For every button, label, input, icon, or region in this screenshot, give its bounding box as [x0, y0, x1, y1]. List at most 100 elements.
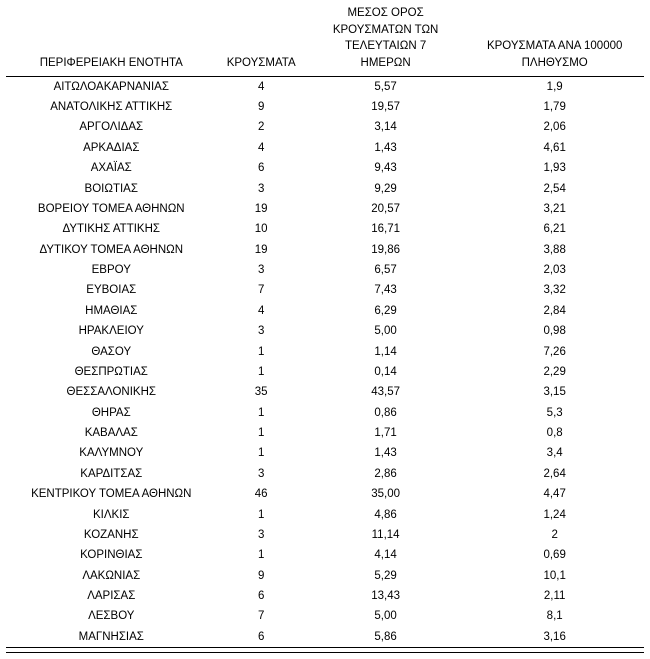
avg7day-cell: 0,86 — [374, 406, 397, 419]
cases-cell: 9 — [257, 101, 265, 114]
table-row: ΘΕΣΠΡΩΤΙΑΣ 1 0,14 2,29 — [6, 362, 644, 382]
per100k-cell: 1,9 — [546, 80, 563, 93]
avg7day-cell: 1,71 — [374, 427, 397, 440]
per100k-cell: 1,79 — [543, 101, 566, 114]
cases-cell: 1 — [257, 447, 265, 460]
region-cell: ΘΕΣΠΡΩΤΙΑΣ — [74, 365, 148, 378]
table-row: ΑΝΑΤΟΛΙΚΗΣ ΑΤΤΙΚΗΣ 9 19,57 1,79 — [6, 97, 644, 117]
table-row: ΕΒΡΟΥ 3 6,57 2,03 — [6, 260, 644, 280]
region-cell: ΚΕΝΤΡΙΚΟΥ ΤΟΜΕΑ ΑΘΗΝΩΝ — [31, 488, 192, 501]
region-cell: ΒΟΡΕΙΟΥ ΤΟΜΕΑ ΑΘΗΝΩΝ — [37, 202, 185, 215]
region-cell: ΚΟΖΑΝΗΣ — [83, 528, 139, 541]
table-row: ΘΕΣΣΑΛΟΝΙΚΗΣ 35 43,57 3,15 — [6, 382, 644, 402]
avg7day-cell: 9,29 — [374, 182, 397, 195]
per100k-cell: 0,69 — [543, 549, 566, 562]
region-cell: ΚΟΡΙΝΘΙΑΣ — [80, 549, 143, 562]
avg7day-cell: 19,57 — [371, 101, 400, 114]
avg7day-cell: 5,57 — [374, 80, 397, 93]
col-header-per100k: ΚΡΟΥΣΜΑΤΑ ΑΝΑ 100000 ΠΛΗΘΥΣΜΟ — [465, 3, 644, 77]
col-header-avg7day: ΜΕΣΟΣ ΟΡΟΣ ΚΡΟΥΣΜΑΤΩΝ ΤΩΝ ΤΕΛΕΥΤΑΙΩΝ 7 Η… — [305, 3, 466, 77]
avg7day-cell: 7,43 — [374, 284, 397, 297]
avg7day-cell: 6,29 — [374, 304, 397, 317]
region-cell: ΗΜΑΘΙΑΣ — [85, 304, 138, 317]
per100k-cell: 3,88 — [543, 243, 566, 256]
cases-cell: 4 — [257, 141, 265, 154]
table-row: ΚΟΡΙΝΘΙΑΣ 1 4,14 0,69 — [6, 545, 644, 565]
cases-cell: 7 — [257, 610, 265, 623]
region-cell: ΜΑΓΝΗΣΙΑΣ — [6, 626, 217, 649]
region-cell: ΕΒΡΟΥ — [91, 264, 131, 277]
col-header-cases: ΚΡΟΥΣΜΑΤΑ — [216, 3, 306, 77]
per100k-cell: 2,29 — [543, 365, 566, 378]
avg7day-cell: 6,57 — [374, 264, 397, 277]
table-row: ΘΑΣΟΥ 1 1,14 7,26 — [6, 342, 644, 362]
table-row: ΚΕΝΤΡΙΚΟΥ ΤΟΜΕΑ ΑΘΗΝΩΝ 46 35,00 4,47 — [6, 484, 644, 504]
region-cell: ΘΑΣΟΥ — [91, 345, 132, 358]
per100k-cell: 2,54 — [543, 182, 566, 195]
avg7day-cell: 9,43 — [374, 162, 397, 175]
cases-cell: 35 — [254, 386, 268, 399]
per100k-cell: 1,24 — [543, 508, 566, 521]
region-cell: ΑΙΤΩΛΟΑΚΑΡΝΑΝΙΑΣ — [53, 80, 169, 93]
region-cell: ΚΑΛΥΜΝΟΥ — [79, 447, 144, 460]
avg7day-cell: 1,14 — [374, 345, 397, 358]
per100k-cell: 3,16 — [465, 626, 644, 649]
cases-cell: 4 — [257, 80, 265, 93]
per100k-cell: 2,11 — [543, 590, 566, 603]
per100k-cell: 2,64 — [543, 467, 566, 480]
avg7day-cell: 5,86 — [305, 626, 466, 649]
region-cell: ΛΑΡΙΣΑΣ — [87, 590, 136, 603]
table-body: ΑΙΤΩΛΟΑΚΑΡΝΑΝΙΑΣ 4 5,57 1,9 ΑΝΑΤΟΛΙΚΗΣ ΑΤΤΙΚ… — [6, 76, 644, 649]
table-row: ΘΗΡΑΣ 1 0,86 5,3 — [6, 403, 644, 423]
col-header-region: ΠΕΡΙΦΕΡΕΙΑΚΗ ΕΝΟΤΗΤΑ — [6, 3, 217, 77]
table-row: ΒΟΙΩΤΙΑΣ 3 9,29 2,54 — [6, 179, 644, 199]
region-cell: ΑΡΚΑΔΙΑΣ — [83, 141, 140, 154]
per100k-cell: 7,26 — [543, 345, 566, 358]
cases-table: ΠΕΡΙΦΕΡΕΙΑΚΗ ΕΝΟΤΗΤΑ ΚΡΟΥΣΜΑΤΑ ΜΕΣΟΣ ΟΡΟ… — [6, 3, 644, 649]
per100k-cell: 3,21 — [543, 202, 566, 215]
region-cell: ΘΗΡΑΣ — [91, 406, 131, 419]
region-cell: ΗΡΑΚΛΕΙΟΥ — [78, 325, 144, 338]
region-cell: ΑΝΑΤΟΛΙΚΗΣ ΑΤΤΙΚΗΣ — [50, 101, 173, 114]
cases-cell: 6 — [257, 590, 265, 603]
region-cell: ΑΡΓΟΛΙΔΑΣ — [79, 121, 144, 134]
per100k-cell: 2 — [551, 528, 558, 541]
avg7day-cell: 20,57 — [371, 202, 400, 215]
table-header: ΠΕΡΙΦΕΡΕΙΑΚΗ ΕΝΟΤΗΤΑ ΚΡΟΥΣΜΑΤΑ ΜΕΣΟΣ ΟΡΟ… — [6, 3, 644, 77]
per100k-cell: 5,3 — [546, 406, 563, 419]
region-cell: ΛΕΣΒΟΥ — [88, 610, 135, 623]
avg7day-cell: 35,00 — [371, 488, 400, 501]
cases-cell: 1 — [257, 345, 265, 358]
cases-cell: 6 — [257, 162, 265, 175]
table-row: ΛΕΣΒΟΥ 7 5,00 8,1 — [6, 606, 644, 626]
table-row: ΕΥΒΟΙΑΣ 7 7,43 3,32 — [6, 280, 644, 300]
cases-cell: 3 — [257, 325, 265, 338]
table-row: ΔΥΤΙΚΟΥ ΤΟΜΕΑ ΑΘΗΝΩΝ 19 19,86 3,88 — [6, 240, 644, 260]
table-row: ΑΡΚΑΔΙΑΣ 4 1,43 4,61 — [6, 138, 644, 158]
table-row: ΗΡΑΚΛΕΙΟΥ 3 5,00 0,98 — [6, 321, 644, 341]
region-cell: ΕΥΒΟΙΑΣ — [86, 284, 137, 297]
table-row: ΛΑΡΙΣΑΣ 6 13,43 2,11 — [6, 586, 644, 606]
per100k-cell: 0,8 — [546, 427, 563, 440]
per100k-cell: 2,06 — [543, 121, 566, 134]
table-row: ΛΑΚΩΝΙΑΣ 9 5,29 10,1 — [6, 566, 644, 586]
avg7day-cell: 11,14 — [371, 528, 400, 541]
cases-cell: 3 — [257, 182, 265, 195]
table-row: ΑΧΑΪΑΣ 6 9,43 1,93 — [6, 158, 644, 178]
table-row: ΑΙΤΩΛΟΑΚΑΡΝΑΝΙΑΣ 4 5,57 1,9 — [6, 76, 644, 97]
region-cell: ΔΥΤΙΚΟΥ ΤΟΜΕΑ ΑΘΗΝΩΝ — [39, 243, 184, 256]
region-cell: ΑΧΑΪΑΣ — [90, 162, 132, 175]
avg7day-cell: 5,00 — [374, 325, 397, 338]
avg7day-cell: 19,86 — [371, 243, 400, 256]
region-cell: ΚΑΡΔΙΤΣΑΣ — [80, 467, 143, 480]
region-cell: ΛΑΚΩΝΙΑΣ — [82, 569, 141, 582]
avg7day-cell: 1,43 — [374, 141, 397, 154]
avg7day-cell: 4,14 — [374, 549, 397, 562]
per100k-cell: 10,1 — [543, 569, 566, 582]
per100k-cell: 4,47 — [543, 488, 566, 501]
per100k-cell: 0,98 — [543, 325, 566, 338]
cases-cell: 3 — [257, 467, 265, 480]
cases-cell: 10 — [254, 223, 268, 236]
region-cell: ΚΙΛΚΙΣ — [93, 508, 130, 521]
